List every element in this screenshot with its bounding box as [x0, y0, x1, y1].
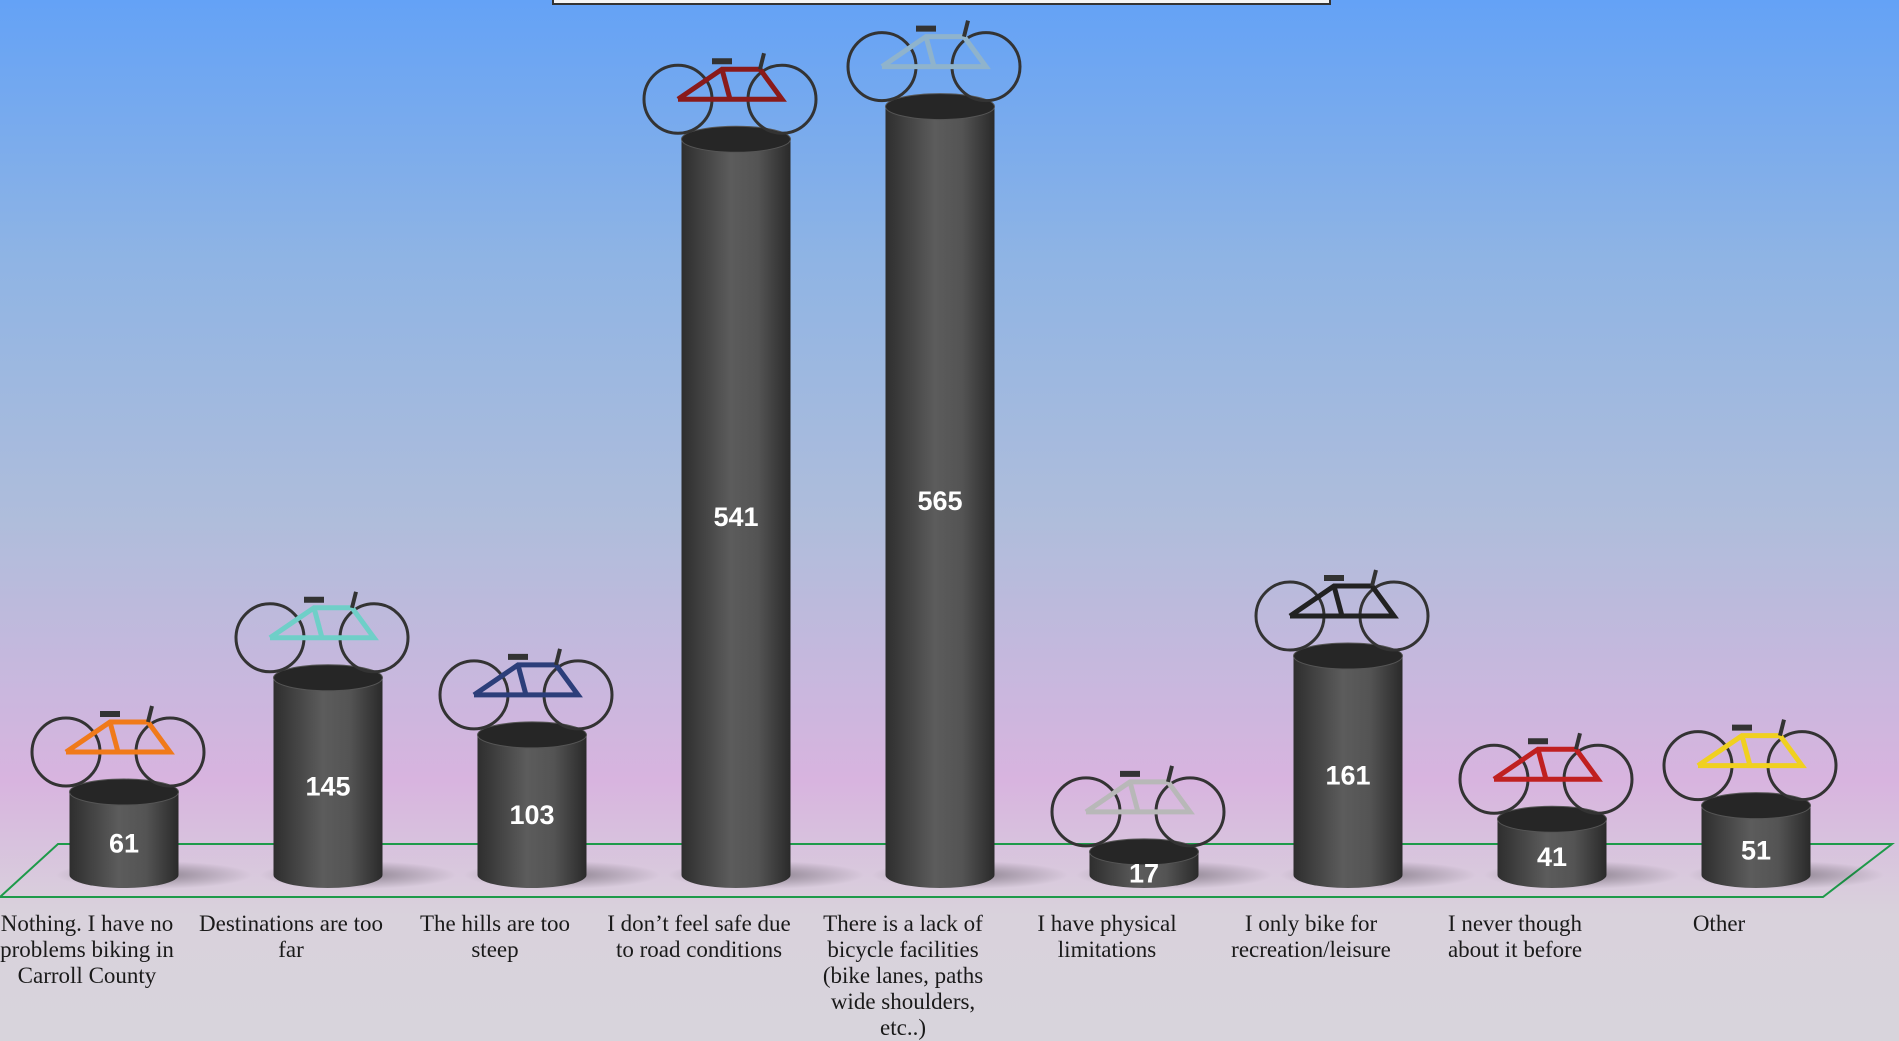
- bike-icon: [234, 591, 410, 674]
- bike-fork: [515, 664, 529, 696]
- bike-icon: [1050, 765, 1226, 848]
- bike-frame: [1288, 583, 1399, 619]
- bike-frame: [1492, 746, 1603, 782]
- bike-icon: [438, 648, 614, 731]
- bar-top: [273, 664, 383, 692]
- bike-frame: [1084, 779, 1195, 815]
- bike-bar: [1574, 732, 1582, 750]
- bike-fork: [923, 35, 937, 68]
- bike-icon: [1458, 732, 1634, 815]
- value-label: 565: [917, 486, 962, 516]
- bike-bar: [350, 591, 358, 609]
- x-tick-label: Nothing. I have no problems biking in Ca…: [0, 911, 174, 988]
- bar: [1497, 819, 1607, 888]
- bike-frame: [676, 66, 787, 102]
- bike-fork: [1127, 781, 1141, 813]
- bar-top: [477, 721, 587, 749]
- x-tick-label: I don’t feel safe due to road conditions: [607, 911, 791, 962]
- bar: [1701, 805, 1811, 888]
- bike-frame: [880, 34, 991, 70]
- bike-fork: [1535, 748, 1549, 780]
- bike-icon: [1254, 569, 1430, 652]
- bike-fork: [1739, 734, 1753, 767]
- bike-icon: [30, 705, 206, 788]
- value-label: 41: [1537, 842, 1567, 872]
- bike-icon: [1662, 719, 1838, 802]
- bar: [885, 106, 995, 889]
- bike-bar: [962, 20, 970, 38]
- bar: [477, 734, 587, 888]
- bike-bar: [1370, 569, 1378, 587]
- value-label: 103: [509, 800, 554, 830]
- value-label: 145: [305, 772, 350, 802]
- bike-bar: [758, 52, 766, 70]
- x-tick-label: Destinations are too far: [199, 911, 383, 962]
- marks: 61 145 103 541 565 17 161 41 51: [30, 20, 1885, 889]
- value-label: 161: [1325, 761, 1370, 791]
- title-box: [552, 0, 1331, 5]
- value-label: 17: [1129, 859, 1159, 889]
- bar-top: [885, 93, 995, 121]
- x-tick-label: I never though about it before: [1447, 911, 1583, 962]
- value-label: 51: [1741, 835, 1771, 865]
- bike-icon: [846, 20, 1022, 103]
- value-label: 61: [109, 829, 139, 859]
- bar: [273, 677, 383, 888]
- bar: [681, 139, 791, 889]
- bike-fork: [107, 721, 121, 753]
- x-tick-label: I have physical limitations: [1037, 911, 1177, 962]
- bike-fork: [1331, 585, 1345, 617]
- x-tick-label: There is a lack of bicycle facilities (b…: [822, 911, 984, 1040]
- x-tick-label: I only bike for recreation/leisure: [1231, 911, 1391, 962]
- bike-bar: [554, 648, 562, 666]
- bike-frame: [472, 662, 583, 698]
- bar-top: [69, 778, 179, 806]
- bike-fork: [311, 607, 325, 639]
- bar: [69, 792, 179, 888]
- bar-top: [681, 125, 791, 153]
- value-label: 541: [713, 502, 758, 532]
- x-tick-label: The hills are too steep: [419, 911, 571, 962]
- bar-top: [1089, 838, 1199, 866]
- bike-bar: [1778, 719, 1786, 737]
- bike-frame: [1696, 733, 1807, 769]
- bike-fork: [719, 68, 733, 100]
- bike-frame: [268, 605, 379, 641]
- bike-frame: [64, 719, 175, 755]
- bar-top: [1497, 805, 1607, 833]
- bike-icon: [642, 52, 818, 135]
- bike-bar: [146, 705, 154, 723]
- floor: [0, 843, 1895, 898]
- x-tick-label: Other: [1692, 911, 1746, 936]
- bar: [1293, 656, 1403, 888]
- bike-bar: [1166, 765, 1174, 783]
- bar-top: [1701, 792, 1811, 820]
- bar-top: [1293, 642, 1403, 670]
